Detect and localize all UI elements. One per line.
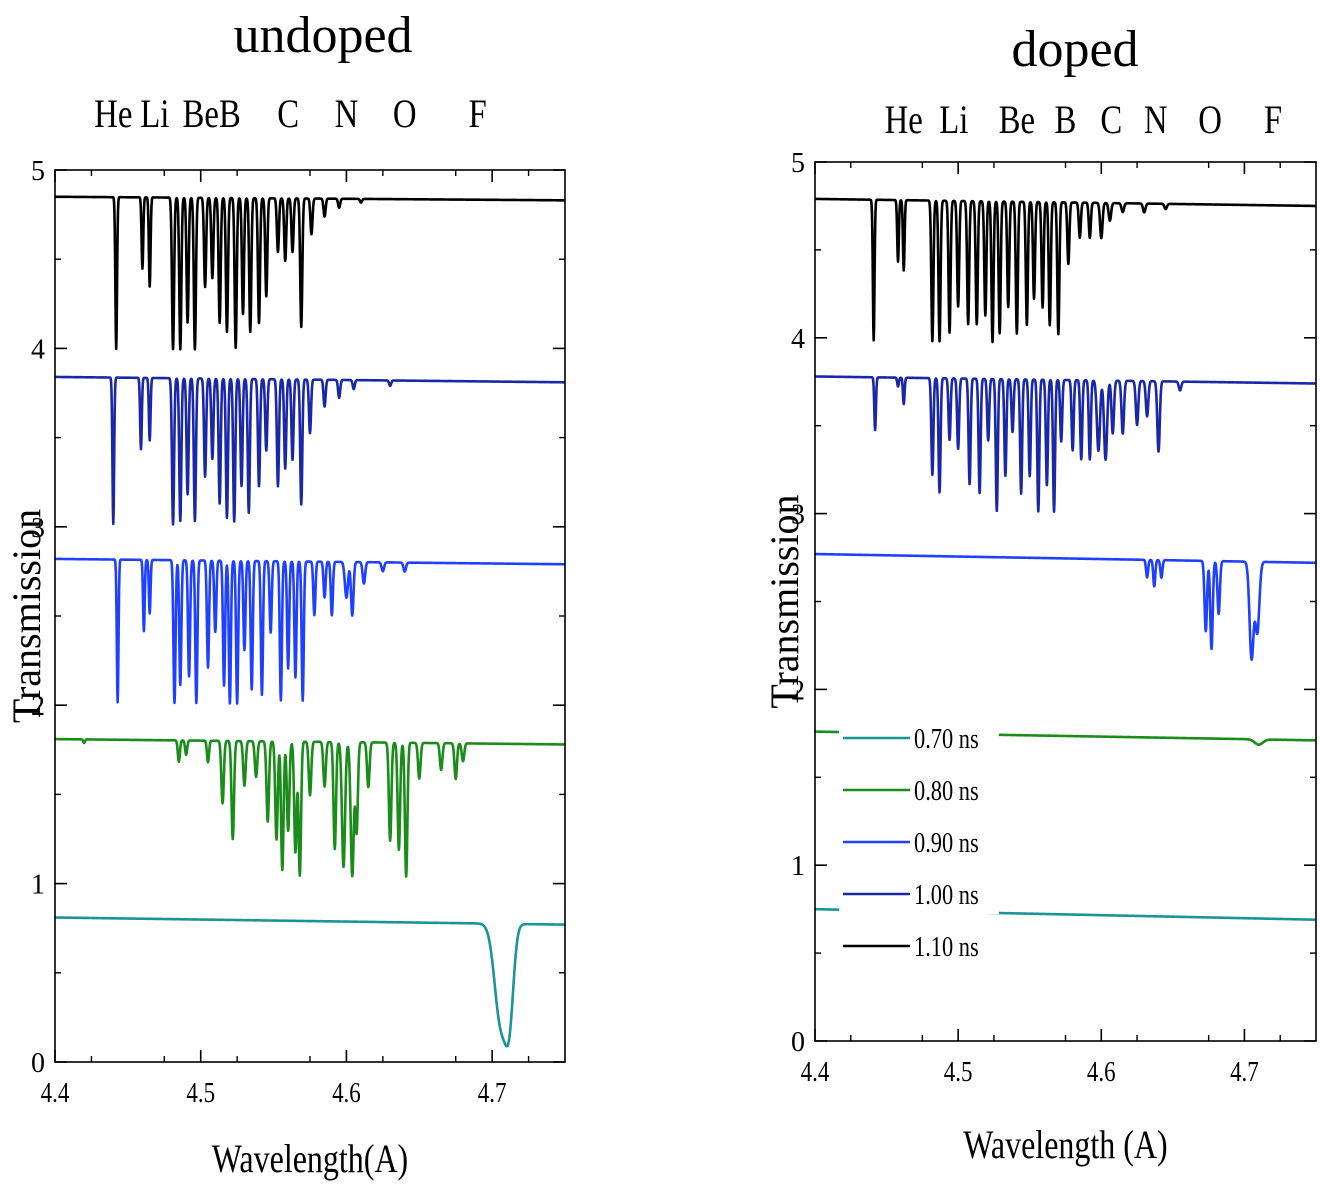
series-group xyxy=(55,195,565,1048)
element-label-C: C xyxy=(1100,97,1122,142)
series-line-1-00-ns xyxy=(815,375,1316,513)
y-tick-label: 1 xyxy=(31,870,45,901)
element-label-B: B xyxy=(1055,97,1077,142)
x-tick-label: 4.7 xyxy=(478,1077,507,1109)
element-label-N: N xyxy=(1144,97,1168,142)
x-tick-label: 4.6 xyxy=(332,1077,361,1109)
series-line-1-00-ns xyxy=(55,375,565,526)
y-tick-label: 3 xyxy=(791,500,805,531)
legend-label: 1.10 ns xyxy=(914,932,979,963)
y-tick-label: 1 xyxy=(791,851,805,882)
chart-title: undoped xyxy=(233,7,412,64)
y-axis-label: Transmission xyxy=(4,509,49,723)
chart-panel-doped: doped He Li Be B C N O F 0.70 ns 0.80 ns 0.90 ns 1.0… xyxy=(762,21,1317,1167)
series-line-0-90-ns xyxy=(55,557,565,705)
x-tick-label: 4.5 xyxy=(944,1056,973,1088)
element-label-Li: Li xyxy=(140,91,169,136)
y-tick-label: 5 xyxy=(791,148,805,179)
element-label-C: C xyxy=(277,91,299,136)
legend-label: 1.00 ns xyxy=(914,880,979,911)
series-line-1-10-ns xyxy=(55,195,565,351)
x-tick-label: 4.7 xyxy=(1230,1056,1259,1088)
legend-label: 0.90 ns xyxy=(914,828,979,859)
y-tick-label: 0 xyxy=(791,1027,805,1058)
element-label-Be: Be xyxy=(999,97,1035,142)
legend: 0.70 ns 0.80 ns 0.90 ns 1.00 ns 1.10 ns xyxy=(839,718,999,966)
y-tick-label: 2 xyxy=(791,675,805,706)
series-line-0-90-ns xyxy=(815,552,1316,661)
x-tick-label: 4.6 xyxy=(1087,1056,1116,1088)
x-tick-label: 4.4 xyxy=(801,1056,830,1088)
legend-label: 0.80 ns xyxy=(914,776,979,807)
element-label-F: F xyxy=(468,91,486,136)
element-label-B: B xyxy=(219,91,241,136)
element-label-He: He xyxy=(94,91,132,136)
y-tick-label: 2 xyxy=(31,691,45,722)
legend-label: 0.70 ns xyxy=(914,724,979,755)
series-line-0-70-ns xyxy=(55,916,565,1048)
x-tick-label: 4.5 xyxy=(186,1077,215,1109)
element-label-F: F xyxy=(1264,97,1282,142)
y-tick-label: 3 xyxy=(31,513,45,544)
element-label-He: He xyxy=(885,97,923,142)
y-tick-label: 4 xyxy=(791,324,805,355)
y-tick-label: 0 xyxy=(31,1048,45,1079)
series-line-1-10-ns xyxy=(815,197,1316,344)
plot-frame xyxy=(54,169,566,1063)
y-axis-label: Transmission xyxy=(762,494,807,708)
x-tick-label: 4.4 xyxy=(41,1077,70,1109)
series-group xyxy=(815,197,1316,921)
chart-panel-undoped: undoped He Li Be B C N O F 4.4 4.5 4.6 4.7 0 1 2 3 4 5 Wave… xyxy=(4,7,566,1181)
y-tick-label: 4 xyxy=(31,334,45,365)
element-label-N: N xyxy=(335,91,359,136)
chart-title: doped xyxy=(1011,21,1138,78)
x-axis-label: Wavelength(A) xyxy=(212,1137,408,1181)
y-tick-label: 5 xyxy=(31,156,45,187)
element-label-O: O xyxy=(393,91,417,136)
element-label-Li: Li xyxy=(939,97,968,142)
x-axis-label: Wavelength (A) xyxy=(963,1123,1167,1167)
series-line-0-80-ns xyxy=(55,737,565,878)
element-label-Be: Be xyxy=(182,91,218,136)
element-label-O: O xyxy=(1198,97,1222,142)
